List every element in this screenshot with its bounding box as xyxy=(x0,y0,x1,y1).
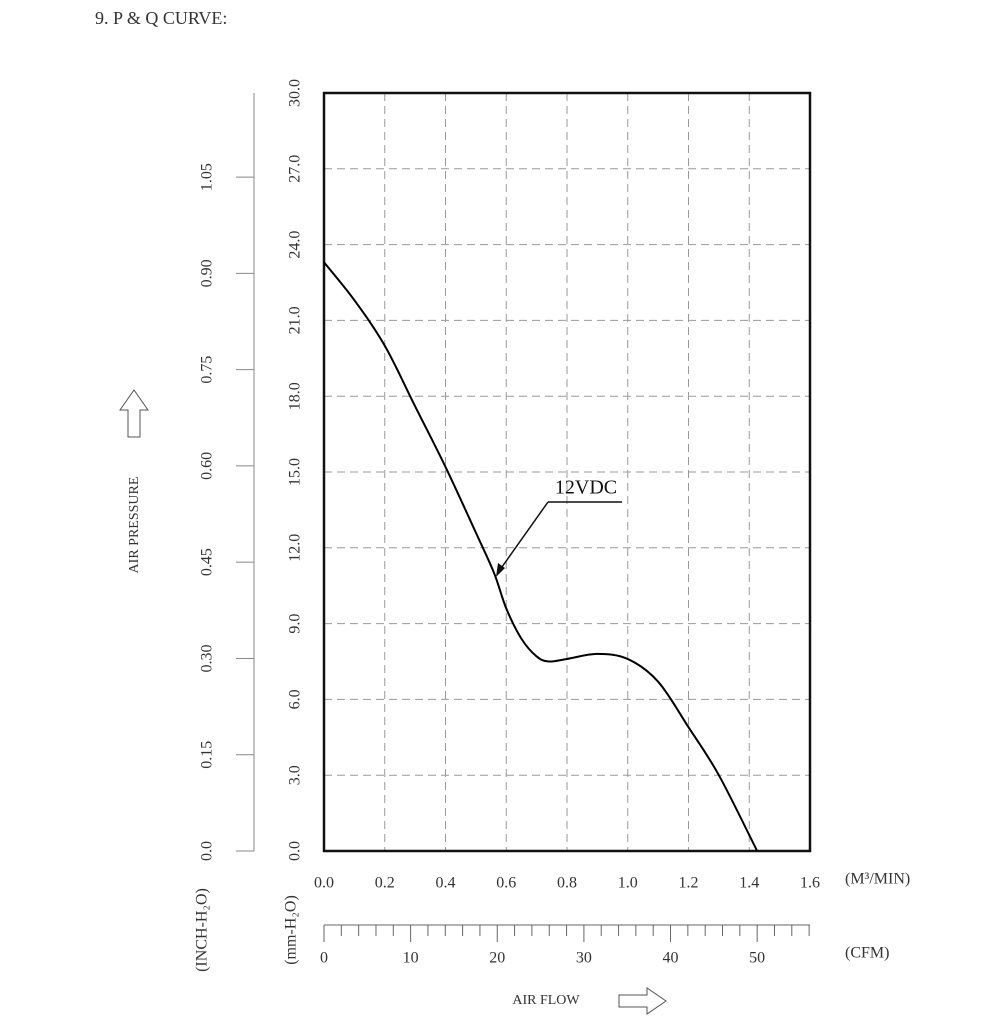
y2-tick-label: 0.0 xyxy=(199,841,216,861)
x-tick-label: 0.4 xyxy=(436,875,456,892)
x-tick-label: 0.0 xyxy=(314,875,334,892)
annotation-arrowhead xyxy=(496,563,505,577)
right-arrow-icon xyxy=(618,987,667,1015)
up-arrow-icon xyxy=(119,389,149,438)
y-tick-label: 27.0 xyxy=(287,155,304,183)
y-unit: (mm-H₂O) xyxy=(283,895,300,965)
x2-tick-label: 30 xyxy=(576,950,592,967)
x-axis-label: AIR FLOW xyxy=(512,993,580,1008)
x2-tick-label: 20 xyxy=(489,950,505,967)
y2-tick-label: 0.60 xyxy=(199,452,216,480)
x-unit: (M³/MIN) xyxy=(845,871,910,888)
x-tick-label: 1.4 xyxy=(739,875,759,892)
y-tick-label: 18.0 xyxy=(287,382,304,410)
x2-unit: (CFM) xyxy=(845,945,889,962)
y-tick-label: 24.0 xyxy=(287,231,304,259)
y-tick-label: 30.0 xyxy=(287,79,304,107)
y-tick-label: 12.0 xyxy=(287,534,304,562)
x-tick-label: 1.6 xyxy=(800,875,820,892)
y2-tick-label: 0.30 xyxy=(199,644,216,672)
y-tick-label: 9.0 xyxy=(287,614,304,634)
x2-tick-label: 0 xyxy=(320,950,328,967)
y2-tick-label: 0.45 xyxy=(199,548,216,576)
y2-tick-label: 0.90 xyxy=(199,259,216,287)
y2-tick-label: 1.05 xyxy=(199,163,216,191)
y-tick-label: 15.0 xyxy=(287,458,304,486)
series-annotation: 12VDC xyxy=(555,477,617,499)
y-axis-label: AIR PRESSURE xyxy=(127,477,142,574)
curve xyxy=(323,261,759,852)
x2-tick-label: 10 xyxy=(403,950,419,967)
chart-title: 9. P & Q CURVE: xyxy=(95,8,227,28)
y2-tick-label: 0.75 xyxy=(199,356,216,384)
x-tick-label: 0.8 xyxy=(557,875,577,892)
y2-unit: (INCH-H₂O) xyxy=(194,888,211,972)
y-tick-label: 21.0 xyxy=(287,306,304,334)
x2-tick-label: 40 xyxy=(663,950,679,967)
y-tick-label: 3.0 xyxy=(287,765,304,785)
plot-frame xyxy=(322,91,812,853)
y-tick-label: 6.0 xyxy=(287,689,304,709)
annotation-leader xyxy=(496,501,549,575)
x-tick-label: 1.2 xyxy=(679,875,699,892)
y2-tick-label: 0.15 xyxy=(199,741,216,769)
x2-tick-label: 50 xyxy=(749,950,765,967)
x-tick-label: 0.6 xyxy=(496,875,516,892)
y-tick-label: 0.0 xyxy=(287,841,304,861)
x-tick-label: 1.0 xyxy=(618,875,638,892)
x-tick-label: 0.2 xyxy=(375,875,395,892)
